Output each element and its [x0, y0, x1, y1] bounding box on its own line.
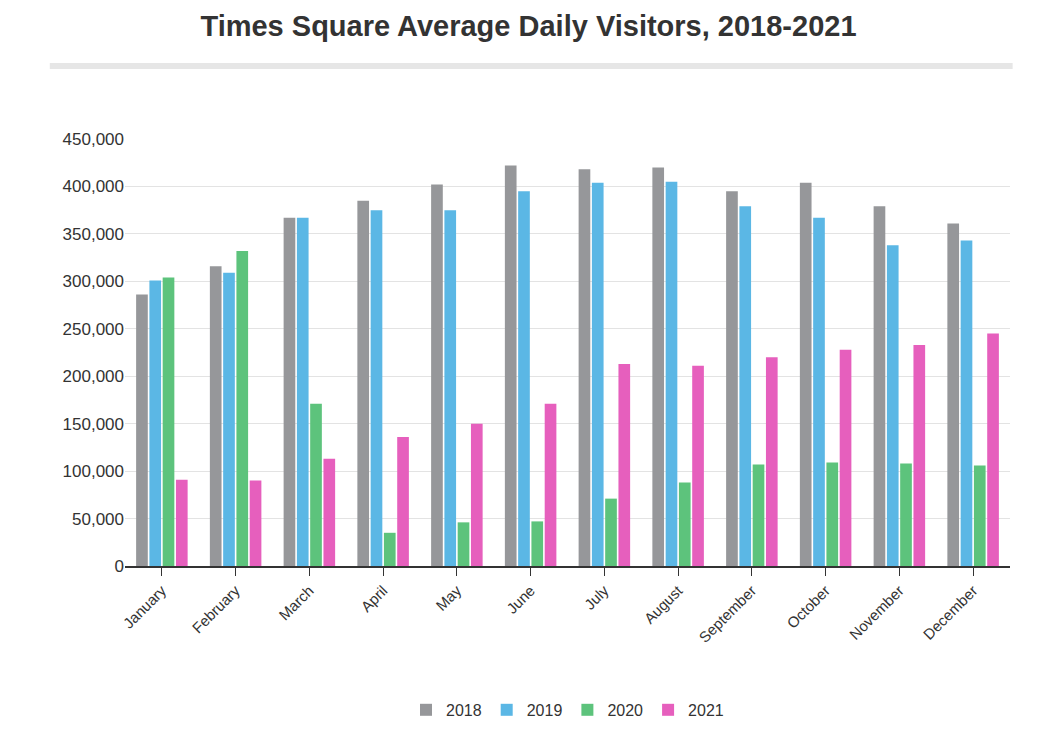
- svg-text:February: February: [189, 582, 244, 637]
- svg-text:June: June: [503, 582, 538, 617]
- svg-text:2019: 2019: [527, 702, 563, 719]
- svg-text:April: April: [357, 582, 390, 615]
- svg-text:2018: 2018: [446, 702, 482, 719]
- svg-text:March: March: [275, 582, 316, 623]
- svg-text:October: October: [783, 582, 833, 632]
- svg-text:450,000: 450,000: [63, 130, 124, 149]
- svg-text:200,000: 200,000: [63, 367, 124, 386]
- svg-text:2020: 2020: [607, 702, 643, 719]
- svg-text:November: November: [846, 582, 907, 643]
- svg-text:300,000: 300,000: [63, 272, 124, 291]
- svg-text:January: January: [120, 582, 170, 632]
- svg-text:July: July: [581, 582, 612, 613]
- svg-text:100,000: 100,000: [63, 462, 124, 481]
- svg-text:50,000: 50,000: [72, 510, 124, 529]
- svg-text:August: August: [641, 581, 687, 627]
- svg-text:Times Square Average Daily Vis: Times Square Average Daily Visitors, 201…: [200, 10, 856, 42]
- svg-text:350,000: 350,000: [63, 225, 124, 244]
- svg-text:2021: 2021: [688, 702, 724, 719]
- svg-text:May: May: [432, 582, 464, 614]
- svg-text:150,000: 150,000: [63, 415, 124, 434]
- svg-text:400,000: 400,000: [63, 177, 124, 196]
- svg-text:250,000: 250,000: [63, 320, 124, 339]
- svg-text:September: September: [695, 582, 759, 646]
- svg-text:December: December: [920, 582, 981, 643]
- svg-text:0: 0: [115, 557, 124, 576]
